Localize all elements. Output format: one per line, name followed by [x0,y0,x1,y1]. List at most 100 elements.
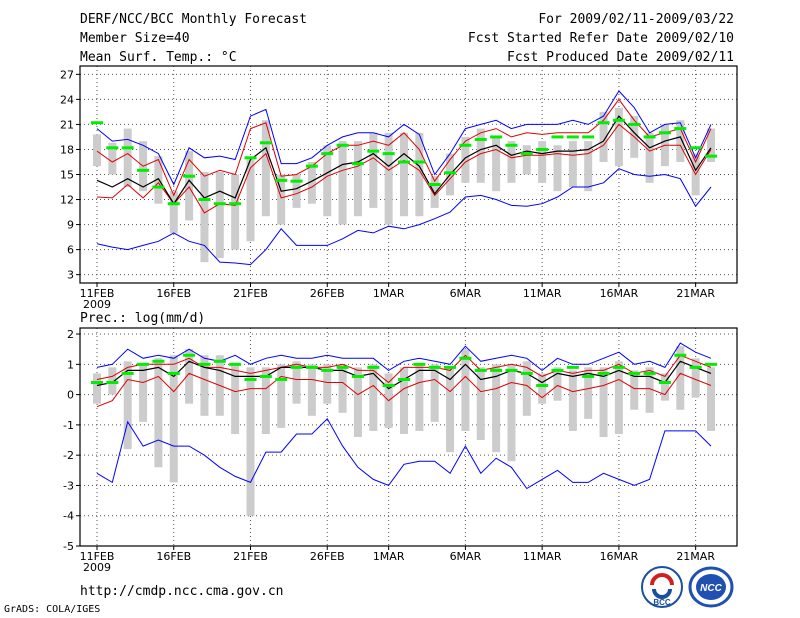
fcst-start-date: Fcst Started Refer Date 2009/02/10 [467,31,734,46]
temp-xtick-label-1: 16FEB [156,287,191,300]
precip-ytick-label-0: -5 [63,540,74,553]
temp-spread-bar-26 [492,136,501,192]
source-url: http://cmdp.ncc.cma.gov.cn [80,584,284,599]
precip-spread-bar-10 [246,367,255,516]
temp-spread-bar-4 [154,156,163,204]
precip-spread-bar-5 [169,355,178,483]
precip-spread-bar-32 [584,367,593,419]
precip-panel-title: Prec.: log(mm/d) [80,311,206,326]
precip-xtick-label-3: 26FEB [310,550,345,563]
temp-spread-bar-1 [108,142,117,175]
fcst-produced-date: Fcst Produced Date 2009/02/11 [507,50,734,65]
precip-spread-bar-22 [430,364,439,422]
temp-spread-bar-13 [292,174,301,208]
precip-spread-bar-17 [353,367,362,437]
temp-plot-frame [79,65,738,284]
member-size: Member Size=40 [80,31,190,46]
precip-x-year-label: 2009 [83,561,111,574]
precip-spread-bar-24 [461,349,470,431]
precip-spread-bar-37 [660,373,669,401]
precip-spread-bar-33 [599,367,608,437]
ncc-logo: NCC [688,566,734,608]
precip-spread-bar-14 [307,364,316,416]
precip-plot-frame [79,327,738,547]
precip-spread-bar-40 [707,367,715,431]
precip-spread-bar-12 [277,364,286,428]
precip-spread-bar-39 [691,358,700,398]
precip-xtick-label-2: 21FEB [233,550,268,563]
temp-max-line [96,90,712,186]
temp-spread-bar-32 [584,141,593,192]
precip-ytick-label-6: 1 [67,358,74,371]
temp-spread-bar-40 [707,128,715,162]
precip-spread-bar-20 [400,367,408,434]
precip-xtick-label-0: 11FEB [80,550,115,563]
precip-spread-bar-21 [415,364,424,431]
precip-spread-bar-9 [231,364,240,434]
temp-ytick-label-3: 12 [60,194,74,207]
temp-xtick-label-0: 11FEB [80,287,115,300]
temp-lower-line [96,123,712,214]
precip-spread-bar-23 [446,367,455,453]
precip-spread-bar-0 [93,373,101,404]
precip-ytick-label-7: 2 [67,328,74,341]
precip-spread-bar-29 [538,373,547,404]
temp-spread-bar-27 [507,141,516,183]
temp-spread-bar-30 [553,145,562,192]
precip-spread-bar-30 [553,367,562,401]
precip-ytick-label-4: -1 [63,419,74,432]
temp-min-line [96,168,712,266]
precip-spread-bar-13 [292,361,301,404]
temp-spread-bar-38 [676,120,685,162]
precip-spread-bar-6 [185,349,194,404]
precip-xtick-label-1: 16FEB [156,550,191,563]
temp-ytick-label-6: 21 [60,118,74,131]
temp-ytick-label-0: 3 [67,269,74,282]
temp-spread-bar-29 [538,141,547,183]
temp-spread-bar-9 [231,174,240,250]
precip-xtick-label-5: 6MAR [450,550,482,563]
precip-ytick-label-2: -3 [63,479,74,492]
temp-spread-bar-34 [614,107,623,167]
precip-spread-bar-34 [614,361,623,434]
temp-spread-bar-25 [476,128,485,183]
temp-xtick-label-6: 11MAR [523,287,562,300]
temp-spread-bar-33 [599,111,608,162]
precip-xtick-label-4: 1MAR [373,550,405,563]
temp-spread-bar-12 [277,174,286,225]
temp-panel-title: Mean Surf. Temp.: °C [80,50,237,65]
precip-spread-bar-11 [261,367,270,434]
temp-spread-bar-8 [215,171,224,258]
temp-ytick-label-5: 18 [60,143,74,156]
temp-spread-bar-24 [461,136,470,183]
temp-spread-bar-2 [123,128,132,188]
precip-min-line [96,417,712,490]
precip-spread-bar-7 [200,355,209,416]
figure-title: DERF/NCC/BCC Monthly Forecast [80,12,307,27]
precip-spread-bar-31 [568,370,577,431]
temp-ytick-label-8: 27 [60,68,74,81]
precip-spread-bar-3 [139,364,148,422]
temp-spread-bar-5 [169,191,178,233]
temp-spread-bar-15 [323,145,332,217]
temp-xtick-label-8: 21MAR [676,287,715,300]
temp-ytick-label-7: 24 [60,93,74,106]
temp-spread-bar-28 [522,145,531,175]
precip-spread-bar-35 [630,370,639,410]
temp-mean-line [96,115,712,205]
temp-xtick-label-4: 1MAR [373,287,405,300]
precip-spread-bar-4 [154,358,163,468]
precip-max-line [96,342,712,372]
temp-spread-bar-11 [261,120,270,217]
precip-spread-bar-36 [645,367,654,413]
temp-spread-bar-20 [400,132,408,217]
temp-spread-bar-21 [415,132,424,217]
temp-ytick-label-4: 15 [60,169,74,182]
temp-spread-bar-14 [307,161,316,204]
precip-ytick-label-3: -2 [63,449,74,462]
temp-spread-bar-10 [246,159,255,242]
temp-spread-bar-22 [430,176,439,208]
precip-xtick-label-6: 11MAR [523,550,562,563]
precip-spread-bar-2 [123,361,132,450]
